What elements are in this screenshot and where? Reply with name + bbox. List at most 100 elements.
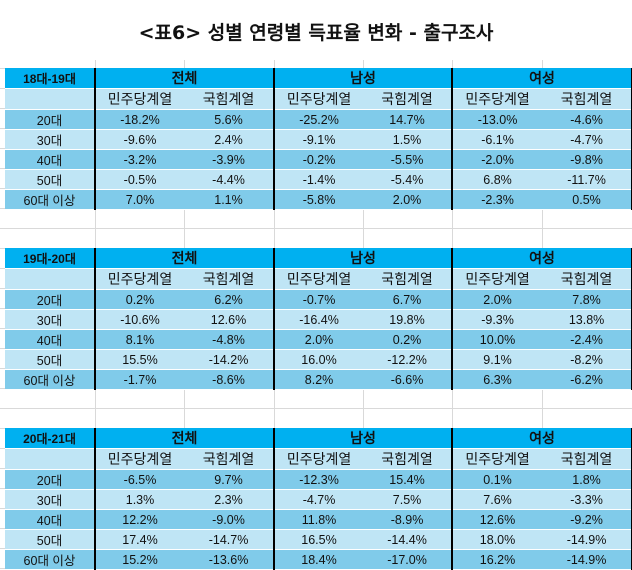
value-cell: -3.2% bbox=[95, 149, 184, 170]
group-header-row: 20대-21대 전체 남성 여성 bbox=[5, 428, 632, 449]
party-header: 민주당계열 bbox=[274, 88, 364, 110]
period-label: 19대-20대 bbox=[5, 248, 96, 269]
value-cell: -16.4% bbox=[274, 309, 364, 330]
value-cell: -14.9% bbox=[542, 549, 632, 570]
value-cell: 2.0% bbox=[363, 189, 454, 210]
group-header: 전체 bbox=[95, 428, 276, 449]
age-label: 30대 bbox=[5, 309, 96, 330]
value-cell: 18.0% bbox=[452, 529, 543, 550]
value-cell: 16.5% bbox=[274, 529, 364, 550]
value-cell: -6.1% bbox=[452, 129, 543, 150]
party-header-row: 민주당계열 국힘계열 민주당계열 국힘계열 민주당계열 국힘계열 bbox=[5, 448, 632, 470]
group-header: 남성 bbox=[274, 248, 454, 269]
age-label: 30대 bbox=[5, 489, 96, 510]
value-cell: -9.2% bbox=[542, 509, 632, 530]
value-cell: 0.5% bbox=[542, 189, 632, 210]
value-cell: -9.1% bbox=[274, 129, 364, 150]
table-row: 60대 이상 -1.7% -8.6% 8.2% -6.6% 6.3% -6.2% bbox=[5, 369, 632, 390]
age-label: 40대 bbox=[5, 329, 96, 350]
value-cell: -5.5% bbox=[363, 149, 454, 170]
value-cell: -4.7% bbox=[274, 489, 364, 510]
age-label: 50대 bbox=[5, 529, 96, 550]
value-cell: -9.0% bbox=[184, 509, 276, 530]
value-cell: -14.2% bbox=[184, 349, 276, 370]
vote-change-table: 20대-21대 전체 남성 여성 민주당계열 국힘계열 민주당계열 국힘계열 민주당계열 국힘계열… bbox=[5, 428, 632, 570]
page-title: <표6> 성별 연령별 득표율 변화 - 출구조사 bbox=[138, 22, 494, 44]
value-cell: 0.1% bbox=[452, 469, 543, 490]
value-cell: 12.2% bbox=[95, 509, 184, 530]
value-cell: -9.8% bbox=[542, 149, 632, 170]
party-header-row: 민주당계열 국힘계열 민주당계열 국힘계열 민주당계열 국힘계열 bbox=[5, 88, 632, 110]
value-cell: 5.6% bbox=[184, 109, 276, 130]
table-row: 60대 이상 15.2% -13.6% 18.4% -17.0% 16.2% -14.9% bbox=[5, 549, 632, 570]
party-header: 국힘계열 bbox=[542, 88, 632, 110]
party-header: 민주당계열 bbox=[452, 448, 543, 470]
value-cell: -13.6% bbox=[184, 549, 276, 570]
party-header: 민주당계열 bbox=[95, 448, 184, 470]
value-cell: 2.0% bbox=[274, 329, 364, 350]
value-cell: 18.4% bbox=[274, 549, 364, 570]
value-cell: -11.7% bbox=[542, 169, 632, 190]
age-label: 20대 bbox=[5, 289, 96, 310]
value-cell: -8.2% bbox=[542, 349, 632, 370]
value-cell: 1.8% bbox=[542, 469, 632, 490]
value-cell: -5.8% bbox=[274, 189, 364, 210]
value-cell: -10.6% bbox=[95, 309, 184, 330]
group-header: 여성 bbox=[452, 68, 632, 89]
value-cell: -6.6% bbox=[363, 369, 454, 390]
value-cell: 0.2% bbox=[363, 329, 454, 350]
party-header: 국힘계열 bbox=[363, 268, 454, 290]
group-header: 여성 bbox=[452, 428, 632, 449]
table-row: 30대 -10.6% 12.6% -16.4% 19.8% -9.3% 13.8% bbox=[5, 309, 632, 330]
value-cell: -8.6% bbox=[184, 369, 276, 390]
value-cell: 9.7% bbox=[184, 469, 276, 490]
table-row: 60대 이상 7.0% 1.1% -5.8% 2.0% -2.3% 0.5% bbox=[5, 189, 632, 210]
party-header: 민주당계열 bbox=[274, 268, 364, 290]
value-cell: 6.3% bbox=[452, 369, 543, 390]
age-label: 40대 bbox=[5, 509, 96, 530]
value-cell: 13.8% bbox=[542, 309, 632, 330]
value-cell: -14.7% bbox=[184, 529, 276, 550]
party-header: 민주당계열 bbox=[274, 448, 364, 470]
party-header: 국힘계열 bbox=[184, 448, 276, 470]
value-cell: 19.8% bbox=[363, 309, 454, 330]
party-header: 국힘계열 bbox=[184, 88, 276, 110]
period-label: 20대-21대 bbox=[5, 428, 96, 449]
value-cell: 15.2% bbox=[95, 549, 184, 570]
value-cell: -5.4% bbox=[363, 169, 454, 190]
party-header: 국힘계열 bbox=[184, 268, 276, 290]
value-cell: -14.9% bbox=[542, 529, 632, 550]
party-header: 민주당계열 bbox=[95, 268, 184, 290]
table-row: 20대 0.2% 6.2% -0.7% 6.7% 2.0% 7.8% bbox=[5, 289, 632, 310]
value-cell: 17.4% bbox=[95, 529, 184, 550]
empty-cell bbox=[5, 268, 96, 290]
value-cell: 14.7% bbox=[363, 109, 454, 130]
value-cell: -0.5% bbox=[95, 169, 184, 190]
value-cell: -2.4% bbox=[542, 329, 632, 350]
group-header-row: 19대-20대 전체 남성 여성 bbox=[5, 248, 632, 269]
value-cell: 2.0% bbox=[452, 289, 543, 310]
table-row: 50대 15.5% -14.2% 16.0% -12.2% 9.1% -8.2% bbox=[5, 349, 632, 370]
value-cell: -0.7% bbox=[274, 289, 364, 310]
value-cell: 8.2% bbox=[274, 369, 364, 390]
value-cell: -4.8% bbox=[184, 329, 276, 350]
value-cell: 2.4% bbox=[184, 129, 276, 150]
value-cell: 7.5% bbox=[363, 489, 454, 510]
value-cell: -3.3% bbox=[542, 489, 632, 510]
value-cell: 9.1% bbox=[452, 349, 543, 370]
age-label: 50대 bbox=[5, 169, 96, 190]
table-row: 40대 -3.2% -3.9% -0.2% -5.5% -2.0% -9.8% bbox=[5, 149, 632, 170]
value-cell: -25.2% bbox=[274, 109, 364, 130]
value-cell: 12.6% bbox=[184, 309, 276, 330]
group-header: 남성 bbox=[274, 428, 454, 449]
value-cell: 7.8% bbox=[542, 289, 632, 310]
age-label: 30대 bbox=[5, 129, 96, 150]
value-cell: -4.7% bbox=[542, 129, 632, 150]
value-cell: -6.5% bbox=[95, 469, 184, 490]
table-row: 50대 17.4% -14.7% 16.5% -14.4% 18.0% -14.9% bbox=[5, 529, 632, 550]
age-label: 60대 이상 bbox=[5, 549, 96, 570]
value-cell: -14.4% bbox=[363, 529, 454, 550]
value-cell: -13.0% bbox=[452, 109, 543, 130]
table-row: 20대 -18.2% 5.6% -25.2% 14.7% -13.0% -4.6% bbox=[5, 109, 632, 130]
value-cell: 0.2% bbox=[95, 289, 184, 310]
